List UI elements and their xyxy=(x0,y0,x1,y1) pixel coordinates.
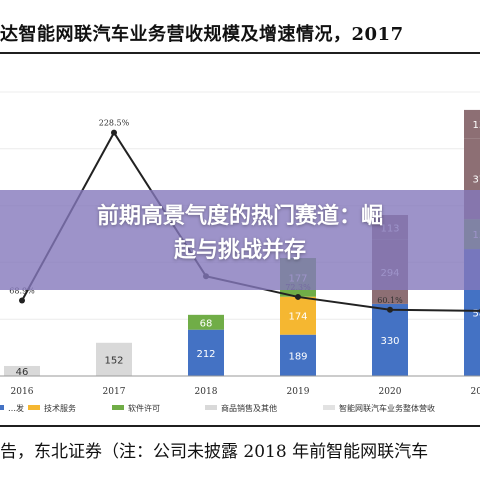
bar-value-label: 189 xyxy=(288,351,307,362)
growth-point xyxy=(387,306,393,313)
headline-overlay xyxy=(0,190,480,290)
bar-value-label: 174 xyxy=(288,312,307,323)
bar-value-label: 330 xyxy=(380,336,399,347)
bar-segment xyxy=(464,109,480,139)
bar-value-label: 130 xyxy=(472,120,480,131)
headline-text: 前期高景气度的热门赛道：崛 起与挑战并存 xyxy=(0,200,480,268)
x-tick-label: 2017 xyxy=(103,387,126,397)
title-rule xyxy=(0,52,480,54)
bar-value-label: 152 xyxy=(104,355,123,366)
growth-point xyxy=(19,297,25,304)
legend-label: 智能网联汽车业务整体营收 xyxy=(339,403,435,413)
legend-swatch xyxy=(28,405,40,410)
legend-swatch xyxy=(0,405,4,410)
legend-label: 技术服务 xyxy=(44,403,76,413)
x-tick-label: 2021 xyxy=(471,387,480,397)
source-rule xyxy=(0,425,480,427)
x-tick-label: 2018 xyxy=(195,387,218,397)
legend-label: 软件许可 xyxy=(128,403,160,413)
growth-point xyxy=(111,129,117,136)
bar-segment xyxy=(4,365,40,376)
legend-swatch xyxy=(112,405,124,410)
x-tick-label: 2020 xyxy=(379,387,402,397)
legend-label: 商品销售及其他 xyxy=(221,403,277,413)
growth-point xyxy=(295,293,301,300)
bar-segment xyxy=(372,303,408,376)
x-tick-label: 2019 xyxy=(287,387,310,397)
chart-title: 达智能网联汽车业务营收规模及增速情况，2017 xyxy=(0,24,404,45)
bar-value-label: 370 xyxy=(472,175,480,186)
legend-label: …发 xyxy=(8,403,24,413)
legend-swatch xyxy=(323,405,335,410)
headline-line-2: 起与挑战并存 xyxy=(173,238,306,263)
bar-segment xyxy=(280,334,316,376)
growth-label: 228.5% xyxy=(99,119,130,128)
bar-segment xyxy=(188,314,224,330)
bar-value-label: 68 xyxy=(200,318,213,329)
bar-segment xyxy=(188,329,224,376)
bar-value-label: 581 xyxy=(472,309,480,320)
bar-value-label: 46 xyxy=(16,367,29,378)
growth-label: 68.9% xyxy=(9,287,35,296)
source-note: 告，东北证券（注：公司未披露 2018 年前智能网联汽车 xyxy=(0,442,429,462)
growth-label: 60.1% xyxy=(377,296,403,305)
bar-segment xyxy=(280,296,316,335)
legend-swatch xyxy=(205,405,217,410)
x-tick-label: 2016 xyxy=(11,387,34,397)
bar-segment xyxy=(96,342,132,376)
headline-line-1: 前期高景气度的热门赛道：崛 xyxy=(96,204,383,229)
bar-value-label: 212 xyxy=(196,349,215,360)
